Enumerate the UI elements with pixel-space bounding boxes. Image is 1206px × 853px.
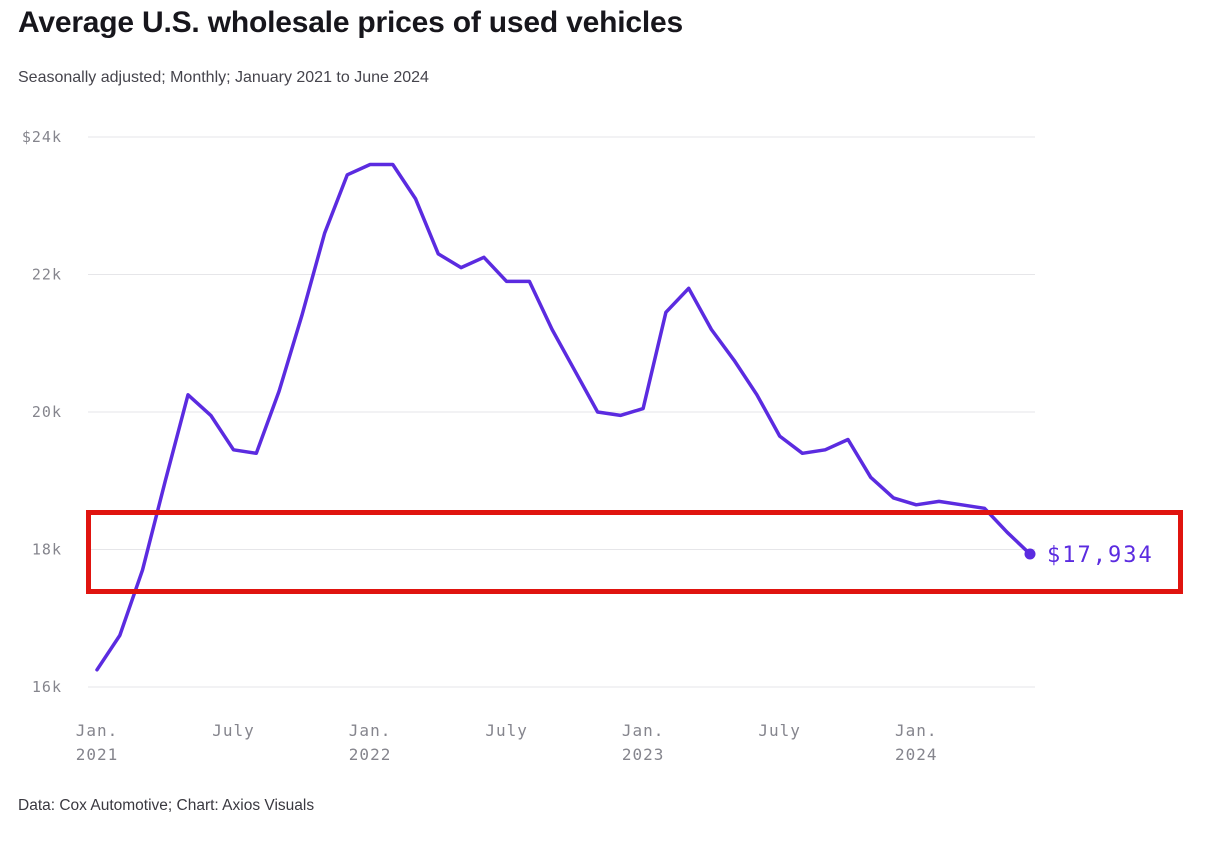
- x-axis-tick-label: July: [485, 721, 528, 740]
- chart-title: Average U.S. wholesale prices of used ve…: [18, 6, 683, 39]
- y-axis-tick-label: 16k: [32, 678, 62, 696]
- last-value-label: $17,934: [1047, 543, 1154, 568]
- x-axis-tick-label: July: [758, 721, 801, 740]
- x-axis-tick-year-label: 2022: [349, 745, 392, 764]
- last-point-marker: [1024, 548, 1036, 560]
- x-axis-tick-year-label: 2024: [895, 745, 938, 764]
- x-axis-tick-label: Jan.: [895, 721, 938, 740]
- x-axis-tick-label: Jan.: [76, 721, 119, 740]
- x-axis-tick-label: Jan.: [349, 721, 392, 740]
- y-axis-tick-label: 22k: [32, 266, 62, 284]
- y-axis-tick-label: $24k: [22, 128, 62, 146]
- price-line-series: [95, 162, 1032, 672]
- x-axis-tick-label: Jan.: [622, 721, 665, 740]
- y-axis-tick-label: 18k: [32, 541, 62, 559]
- chart-subtitle: Seasonally adjusted; Monthly; January 20…: [18, 69, 429, 86]
- x-axis-tick-year-label: 2021: [76, 745, 119, 764]
- x-axis-tick-year-label: 2023: [622, 745, 665, 764]
- y-axis-tick-label: 20k: [32, 403, 62, 421]
- x-axis-tick-label: July: [212, 721, 255, 740]
- chart-credit: Data: Cox Automotive; Chart: Axios Visua…: [18, 797, 315, 814]
